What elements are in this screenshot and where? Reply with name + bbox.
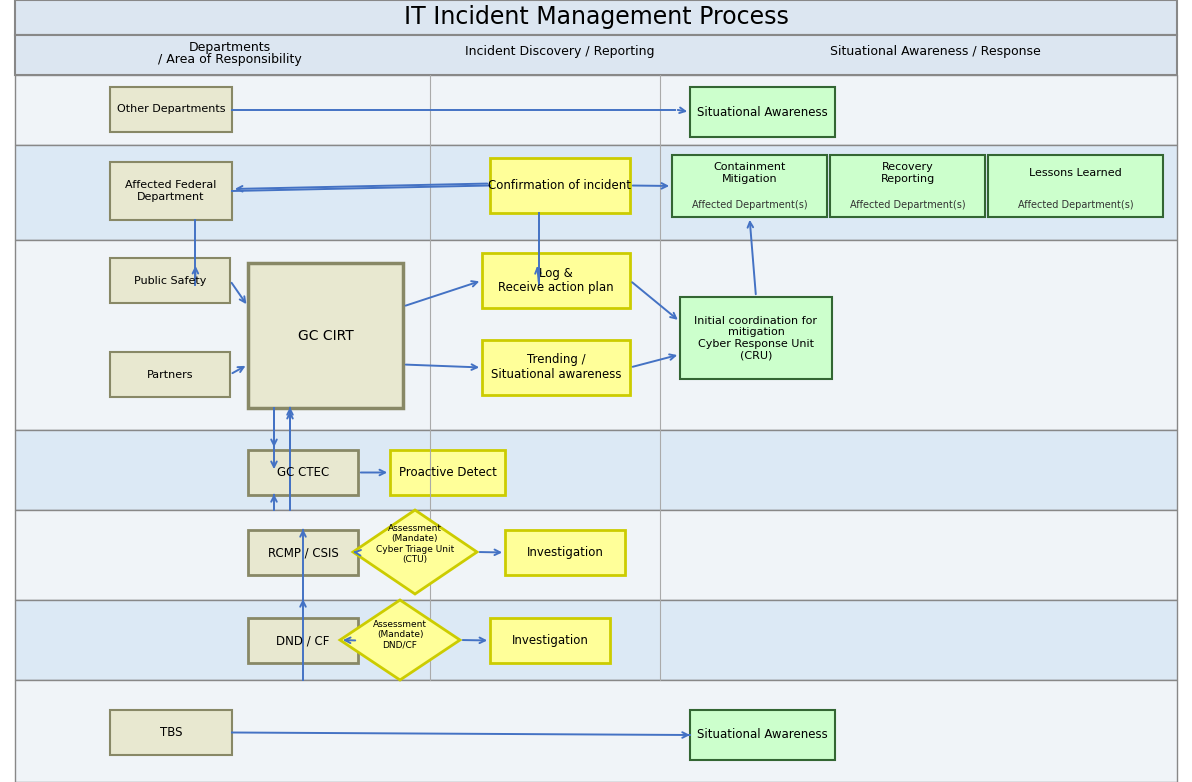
Text: Investigation: Investigation	[511, 634, 589, 647]
Bar	[248, 618, 358, 663]
Text: Affected Federal
Department: Affected Federal Department	[125, 180, 217, 202]
Bar	[15, 75, 1177, 145]
Text: Initial coordination for
mitigation
Cyber Response Unit
(CRU): Initial coordination for mitigation Cybe…	[695, 316, 818, 361]
Polygon shape	[353, 510, 477, 594]
Text: TBS: TBS	[160, 726, 182, 739]
Text: GC CIRT: GC CIRT	[298, 328, 353, 343]
Bar	[15, 0, 1177, 35]
Text: GC CTEC: GC CTEC	[277, 466, 329, 479]
Text: Assessment
(Mandate)
Cyber Triage Unit
(CTU): Assessment (Mandate) Cyber Triage Unit (…	[375, 524, 454, 564]
Text: IT Incident Management Process: IT Incident Management Process	[404, 5, 788, 29]
Text: / Area of Responsibility: / Area of Responsibility	[159, 52, 302, 66]
Text: Containment
Mitigation: Containment Mitigation	[713, 162, 786, 184]
Bar	[15, 145, 1177, 240]
Text: Incident Discovery / Reporting: Incident Discovery / Reporting	[465, 45, 654, 59]
Bar	[690, 710, 836, 760]
Bar	[490, 158, 631, 213]
Bar	[110, 87, 232, 132]
Bar	[690, 87, 836, 137]
Text: Situational Awareness: Situational Awareness	[697, 106, 828, 119]
Text: Departments: Departments	[190, 41, 271, 53]
Bar	[15, 430, 1177, 510]
Text: Recovery
Reporting: Recovery Reporting	[881, 162, 935, 184]
Text: Investigation: Investigation	[527, 546, 603, 559]
Text: Situational Awareness / Response: Situational Awareness / Response	[830, 45, 1041, 59]
Text: Situational Awareness: Situational Awareness	[697, 729, 828, 741]
Text: Proactive Detect: Proactive Detect	[398, 466, 496, 479]
Bar	[110, 710, 232, 755]
Text: Log &
Receive action plan: Log & Receive action plan	[498, 267, 614, 295]
Bar	[110, 162, 232, 220]
Bar	[490, 618, 610, 663]
Text: Affected Department(s): Affected Department(s)	[1018, 200, 1134, 210]
Bar	[15, 680, 1177, 782]
Text: Confirmation of incident: Confirmation of incident	[489, 179, 632, 192]
Bar	[482, 253, 631, 308]
Text: Other Departments: Other Departments	[117, 105, 225, 114]
Bar	[830, 155, 985, 217]
Text: Public Safety: Public Safety	[134, 275, 206, 285]
Bar	[15, 600, 1177, 680]
Bar	[390, 450, 505, 495]
Bar	[505, 530, 625, 575]
Bar	[988, 155, 1163, 217]
Bar	[15, 35, 1177, 75]
Text: Trending /
Situational awareness: Trending / Situational awareness	[491, 353, 621, 382]
Text: DND / CF: DND / CF	[277, 634, 330, 647]
Text: Assessment
(Mandate)
DND/CF: Assessment (Mandate) DND/CF	[373, 620, 427, 650]
Bar	[482, 340, 631, 395]
Bar	[672, 155, 827, 217]
Text: Affected Department(s): Affected Department(s)	[691, 200, 807, 210]
Text: RCMP / CSIS: RCMP / CSIS	[268, 546, 339, 559]
Text: Partners: Partners	[147, 370, 193, 379]
Bar	[248, 530, 358, 575]
Text: Lessons Learned: Lessons Learned	[1029, 168, 1122, 178]
Bar	[110, 258, 230, 303]
Bar	[248, 263, 403, 408]
Bar	[248, 450, 358, 495]
Bar	[679, 297, 832, 379]
Polygon shape	[340, 600, 460, 680]
Bar	[15, 510, 1177, 600]
Bar	[15, 240, 1177, 430]
Bar	[110, 352, 230, 397]
Text: Affected Department(s): Affected Department(s)	[850, 200, 966, 210]
